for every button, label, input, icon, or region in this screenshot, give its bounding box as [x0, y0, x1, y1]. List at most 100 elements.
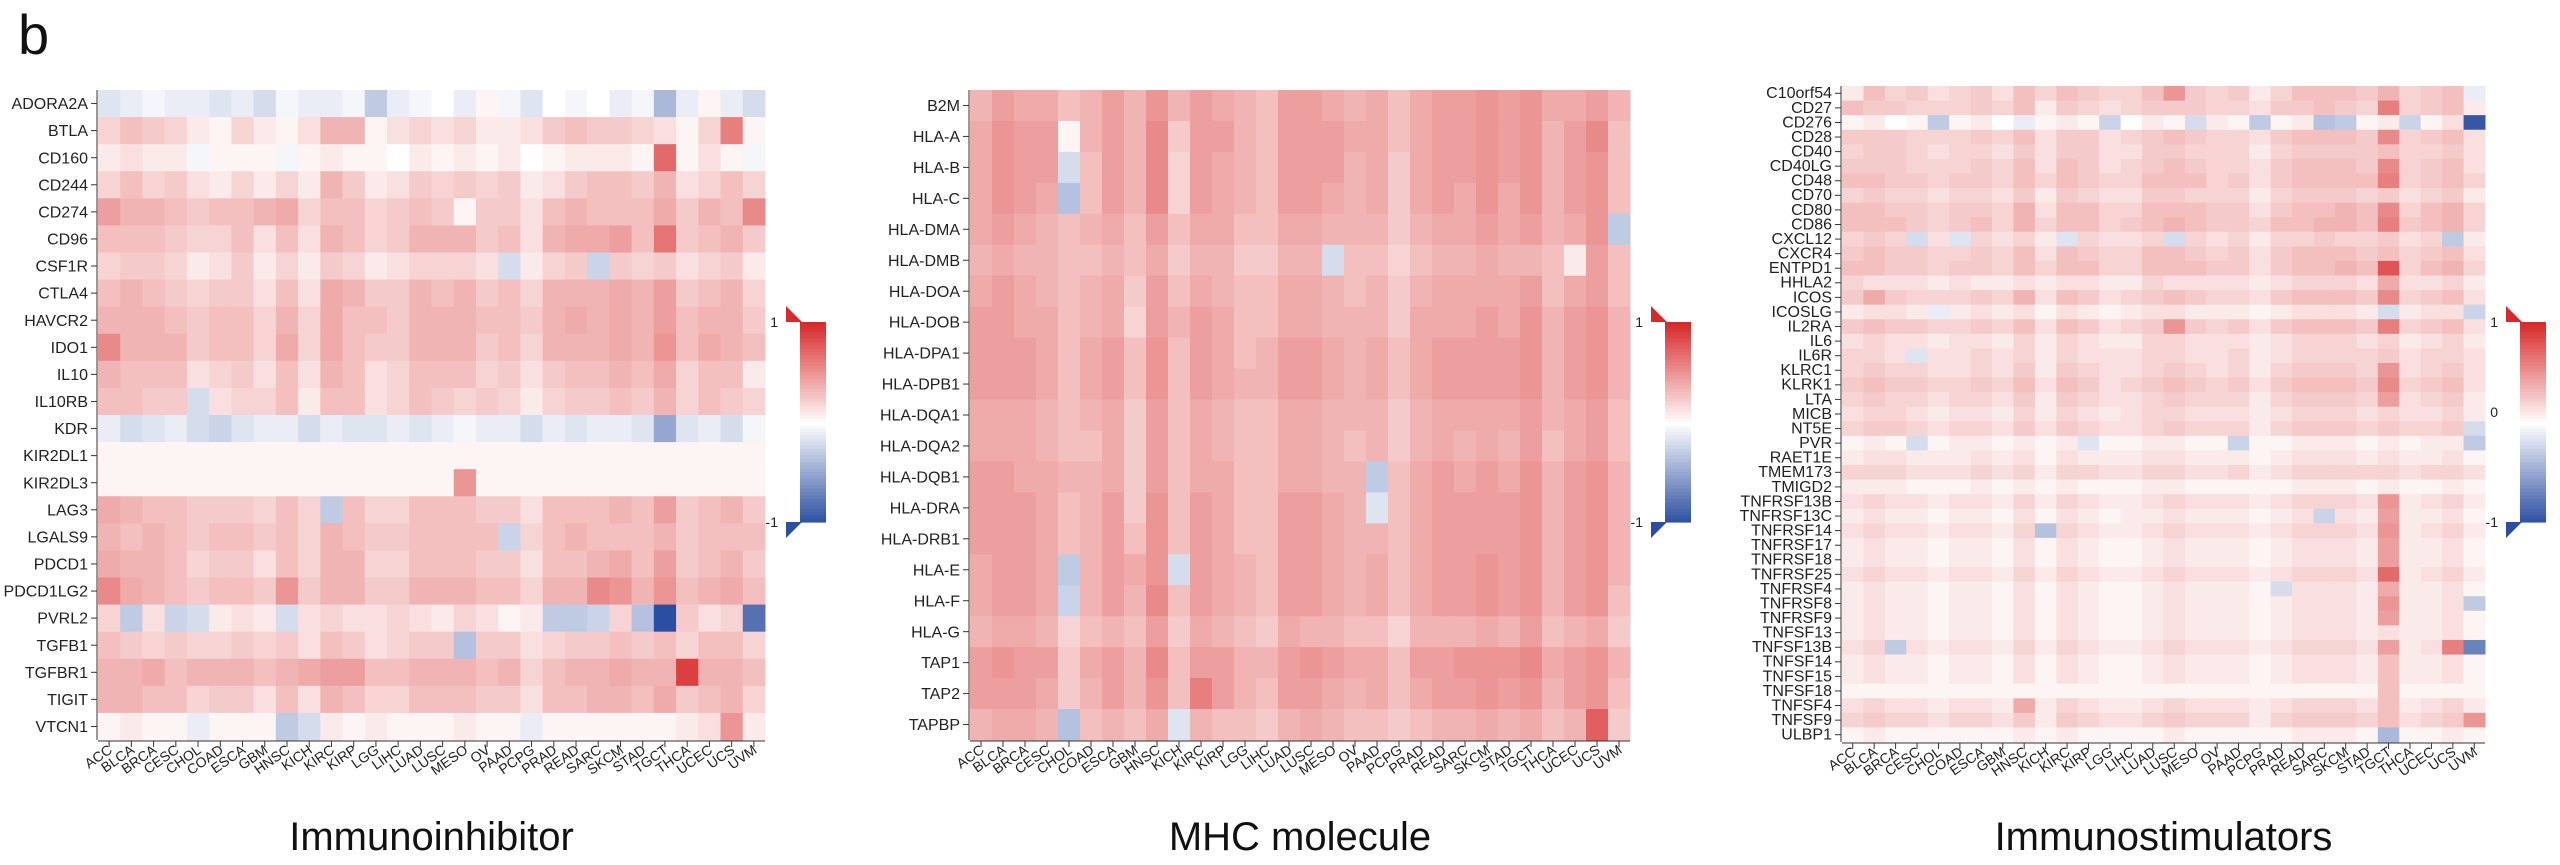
heatmap-cell — [2292, 450, 2315, 466]
heatmap-cell — [698, 523, 722, 551]
heatmap-cell — [1146, 90, 1169, 122]
y-tick-label: CXCL12 — [1772, 231, 1833, 248]
heatmap-cell — [2463, 348, 2486, 364]
heatmap-cell — [1278, 461, 1301, 493]
heatmap-cell — [431, 469, 455, 497]
heatmap-cell — [1970, 421, 1993, 437]
heatmap-cell — [2377, 275, 2400, 291]
heatmap-cell — [2206, 654, 2229, 670]
heatmap-cell — [2463, 304, 2486, 320]
heatmap-cell — [253, 496, 277, 524]
heatmap-cell — [342, 90, 366, 118]
heatmap-cell — [2249, 581, 2272, 597]
heatmap-cell — [698, 550, 722, 578]
heatmap-cell — [2420, 508, 2443, 524]
heatmap-cell — [1432, 182, 1455, 215]
heatmap-cell — [2034, 275, 2057, 291]
heatmap-cell — [275, 658, 299, 687]
colorbar-segment — [2520, 438, 2546, 443]
heatmap-cell — [1949, 435, 1972, 451]
heatmap-cell — [2313, 669, 2336, 685]
heatmap-cell — [1344, 275, 1367, 308]
heatmap-cell — [2399, 523, 2422, 539]
heatmap-cell — [253, 469, 277, 497]
heatmap-cell — [298, 631, 321, 660]
heatmap-cell — [1124, 182, 1147, 215]
heatmap-cell — [1842, 639, 1864, 656]
colorbar-segment — [2520, 472, 2546, 476]
heatmap-cell — [564, 523, 588, 551]
heatmap-cell — [98, 306, 121, 335]
heatmap-cell — [431, 658, 455, 687]
heatmap-cell — [1884, 260, 1907, 277]
colorbar-segment — [1665, 438, 1691, 443]
heatmap-cell — [1278, 213, 1301, 246]
colorbar-segment — [2520, 418, 2546, 423]
heatmap-cell — [1410, 430, 1433, 462]
heatmap-cell — [1080, 337, 1103, 370]
heatmap-cell — [231, 469, 255, 497]
heatmap-cell — [1190, 523, 1213, 555]
heatmap-cell — [1168, 182, 1191, 215]
heatmap-cell — [2099, 581, 2122, 597]
heatmap-cell — [2420, 479, 2443, 495]
heatmap-cell — [2163, 319, 2186, 335]
colorbar-segment — [1665, 442, 1691, 446]
heatmap-cell — [2399, 115, 2422, 131]
heatmap-cell — [2249, 698, 2272, 714]
heatmap-cell — [1014, 182, 1037, 215]
heatmap-cell — [1234, 368, 1257, 401]
heatmap-cell — [320, 198, 344, 226]
heatmap-cell — [1992, 144, 2014, 160]
heatmap-cell — [1927, 639, 1950, 656]
y-tick-label: TNFSF18 — [1763, 683, 1832, 700]
heatmap-cell — [1906, 596, 1929, 612]
heatmap-cell — [1949, 217, 1972, 233]
heatmap-cell — [2142, 654, 2164, 670]
heatmap-cell — [1927, 552, 1950, 568]
heatmap-cell — [342, 442, 366, 470]
heatmap-cell — [475, 442, 499, 470]
colorbar-segment — [2520, 378, 2546, 383]
heatmap-cell — [2184, 144, 2207, 160]
heatmap-cell — [1058, 151, 1081, 184]
heatmap-cell — [231, 604, 255, 633]
heatmap-cell — [2034, 362, 2057, 379]
heatmap-cell — [2292, 596, 2315, 612]
y-tick-label: TNFRSF25 — [1751, 566, 1832, 583]
heatmap-cell — [1432, 306, 1455, 339]
heatmap-cell — [2334, 129, 2357, 145]
heatmap-cell — [1970, 86, 1993, 102]
colorbar-segment — [2520, 338, 2546, 343]
heatmap-cell — [1102, 213, 1125, 246]
heatmap-cell — [2463, 552, 2486, 568]
heatmap-cell — [164, 658, 188, 687]
heatmap-cell — [2163, 188, 2186, 204]
heatmap-cell — [1168, 151, 1191, 184]
y-tick-label: HAVCR2 — [24, 313, 88, 330]
y-tick-label: HHLA2 — [1780, 275, 1832, 292]
heatmap-cell — [1366, 120, 1389, 153]
heatmap-cell — [1906, 188, 1929, 204]
heatmap-cell — [2034, 596, 2057, 612]
heatmap-cell — [698, 442, 722, 470]
heatmap-cell — [2184, 712, 2207, 728]
heatmap-cell — [186, 523, 210, 551]
heatmap-cell — [209, 496, 232, 524]
heatmap-cell — [2056, 508, 2079, 524]
heatmap-cell — [298, 387, 321, 416]
heatmap-cell — [2463, 406, 2486, 422]
heatmap-cell — [320, 144, 344, 172]
colorbar-segment — [800, 405, 826, 410]
heatmap-1: B2MHLA-AHLA-BHLA-CHLA-DMAHLA-DMBHLA-DOAH… — [880, 90, 1691, 859]
colorbar-segment — [800, 478, 826, 483]
heatmap-cell — [1608, 182, 1631, 215]
heatmap-cell — [1842, 552, 1864, 568]
heatmap-cell — [142, 360, 166, 389]
heatmap-cell — [2056, 275, 2079, 291]
heatmap-cell — [1586, 616, 1609, 648]
heatmap-cell — [2227, 479, 2250, 495]
colorbar-segment — [800, 502, 826, 506]
heatmap-cell — [2099, 479, 2122, 495]
heatmap-cell — [587, 442, 610, 470]
